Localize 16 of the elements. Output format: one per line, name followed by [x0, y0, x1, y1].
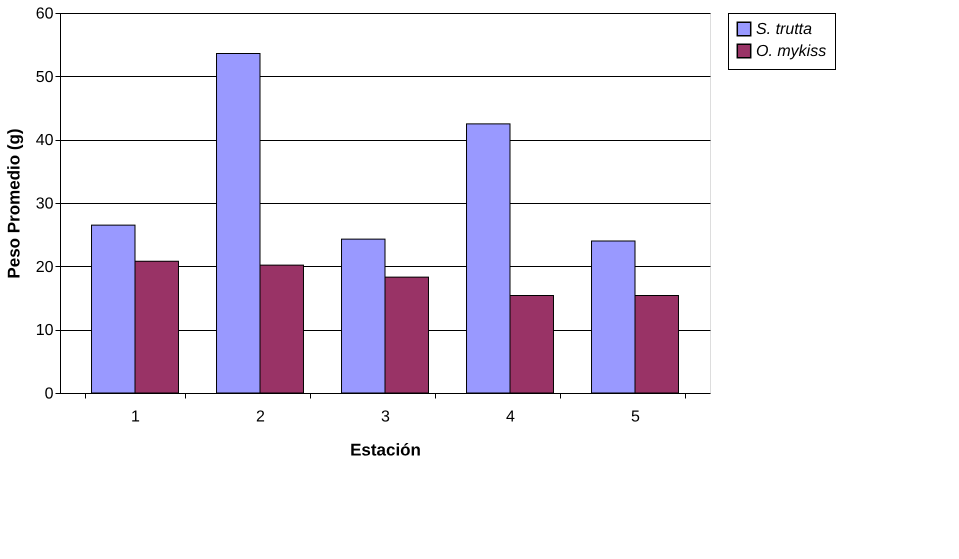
y-tick-label: 10 [36, 322, 54, 340]
y-tick-label: 60 [36, 6, 54, 22]
y-tick-label: 50 [36, 68, 54, 86]
x-axis-title: Estación [350, 440, 421, 460]
y-tick-label: 30 [36, 196, 54, 212]
x-tick-label: 4 [506, 408, 516, 426]
legend-label: O. mykiss [756, 43, 826, 60]
y-tick-label: 40 [36, 132, 54, 150]
x-tick-label: 1 [131, 408, 140, 426]
y-axis-title: Peso Promedio (g) [4, 128, 24, 279]
y-tick-label: 0 [44, 386, 54, 402]
y-tick-label: 20 [36, 258, 54, 276]
x-tick-label: 3 [381, 408, 390, 426]
x-tick-label: 5 [631, 408, 640, 426]
legend-label: S. trutta [756, 21, 812, 38]
x-tick-label: 2 [256, 408, 266, 426]
